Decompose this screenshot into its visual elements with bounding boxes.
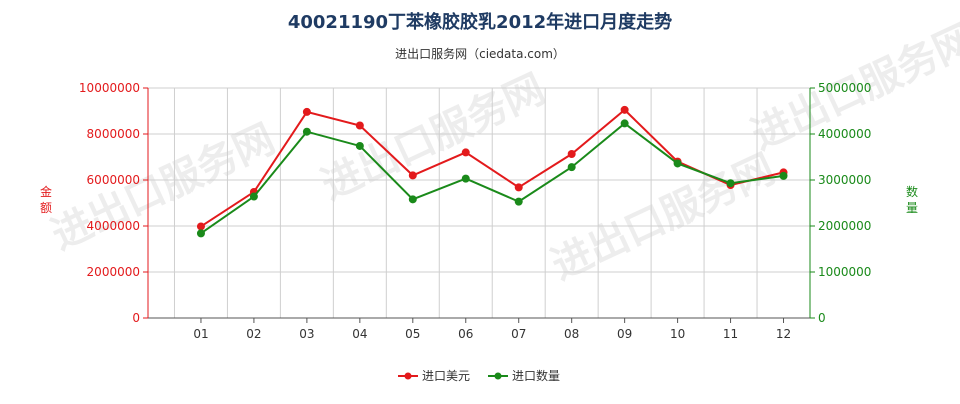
- series-2-point: [514, 197, 523, 206]
- series-1-point: [196, 222, 205, 231]
- series-2-point: [726, 179, 735, 188]
- y-left-tick-label: 2000000: [87, 265, 140, 279]
- y-right-tick-label: 4000000: [818, 127, 871, 141]
- series-2-point: [249, 192, 258, 201]
- y-left-axis-title: 金额: [40, 184, 52, 215]
- y-right-tick-label: 1000000: [818, 265, 871, 279]
- series-2-point: [461, 174, 470, 183]
- x-tick-label: 06: [458, 327, 473, 341]
- series-2-point: [779, 171, 788, 180]
- x-tick-label: 10: [670, 327, 685, 341]
- series-2-point: [302, 127, 311, 136]
- series-1-point: [355, 121, 364, 130]
- series-1-point: [514, 183, 523, 192]
- x-tick-label: 05: [405, 327, 420, 341]
- series-2-point: [620, 119, 629, 128]
- x-tick-label: 02: [246, 327, 261, 341]
- axis-label-char: 数: [906, 184, 918, 199]
- x-tick-label: 07: [511, 327, 526, 341]
- legend-marker: [494, 372, 502, 380]
- series-1-point: [567, 150, 576, 159]
- x-tick-label: 08: [564, 327, 579, 341]
- x-tick-label: 11: [723, 327, 738, 341]
- axes: 0 0 2000000 1000000 4000000 2000000 6000000 300…: [40, 81, 918, 341]
- axis-label-char: 额: [40, 201, 52, 215]
- x-tick-label: 01: [193, 327, 208, 341]
- series-2-point: [196, 229, 205, 238]
- y-left-tick-label: 6000000: [87, 173, 140, 187]
- y-left-tick-label: 0: [132, 311, 140, 325]
- series-2-point: [567, 163, 576, 172]
- legend-label: 进口数量: [512, 368, 560, 383]
- series-layer: [196, 105, 788, 238]
- watermark-text: 进出口服务网: [45, 116, 282, 259]
- series-line-2: [200, 122, 784, 235]
- y-right-tick-label: 3000000: [818, 173, 871, 187]
- x-tick-label: 03: [299, 327, 314, 341]
- legend: 进口美元 进口数量: [398, 368, 560, 383]
- watermark-text: 进出口服务网: [545, 146, 782, 289]
- chart-title: 40021190丁苯橡胶胶乳2012年进口月度走势: [288, 11, 672, 33]
- y-left-tick-label: 10000000: [79, 81, 140, 95]
- series-2-point: [355, 141, 364, 150]
- legend-marker: [404, 372, 412, 380]
- series-2-point: [673, 159, 682, 168]
- axis-label-char: 量: [906, 201, 918, 215]
- y-left-tick-label: 8000000: [87, 127, 140, 141]
- series-2-point: [408, 195, 417, 204]
- y-right-tick-label: 5000000: [818, 81, 871, 95]
- series-1-point: [408, 171, 417, 180]
- x-tick-label: 04: [352, 327, 367, 341]
- x-tick-label: 12: [776, 327, 791, 341]
- axis-label-char: 金: [40, 184, 52, 199]
- x-tick-label: 09: [617, 327, 632, 341]
- y-right-axis-title: 数量: [906, 184, 918, 215]
- y-right-tick-label: 0: [818, 311, 826, 325]
- series-1-point: [302, 107, 311, 116]
- series-line-1: [200, 108, 784, 228]
- legend-label: 进口美元: [422, 369, 470, 383]
- series-1-point: [461, 148, 470, 157]
- chart-subtitle: 进出口服务网（ciedata.com）: [395, 46, 565, 61]
- y-left-tick-label: 4000000: [87, 219, 140, 233]
- series-1-point: [620, 105, 629, 114]
- y-right-tick-label: 2000000: [818, 219, 871, 233]
